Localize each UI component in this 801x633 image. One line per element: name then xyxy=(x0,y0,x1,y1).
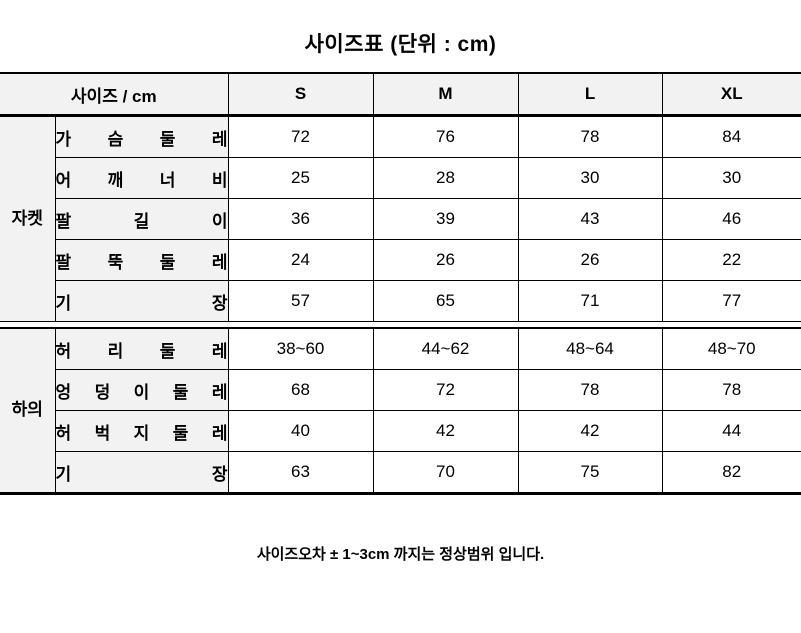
row-label-jacket-length: 기 장 xyxy=(55,280,229,322)
section-divider xyxy=(0,321,801,329)
header-size-s: S xyxy=(227,72,374,117)
cell-arm-length-s: 36 xyxy=(227,198,374,240)
table-row-shoulder: 어 깨 너 비 25 28 30 30 xyxy=(0,157,801,199)
row-label-thigh: 허 벅 지 둘 레 xyxy=(55,410,229,452)
cell-jacket-length-s: 57 xyxy=(227,280,374,322)
table-row-jacket-length: 기 장 57 65 71 77 xyxy=(0,280,801,322)
cell-shoulder-l: 30 xyxy=(517,157,663,199)
header-size-label: 사이즈 / cm xyxy=(0,72,229,117)
cell-waist-m: 44~62 xyxy=(372,327,519,370)
cell-bottoms-length-xl: 82 xyxy=(661,451,801,494)
cell-arm-length-l: 43 xyxy=(517,198,663,240)
cell-chest-xl: 84 xyxy=(661,115,801,158)
cell-arm-length-m: 39 xyxy=(372,198,519,240)
cell-waist-s: 38~60 xyxy=(227,327,374,370)
header-size-xl: XL xyxy=(661,72,801,117)
cell-shoulder-s: 25 xyxy=(227,157,374,199)
cell-thigh-s: 40 xyxy=(227,410,374,452)
size-table: 사이즈 / cm S M L XL 자켓 가 슴 둘 레 72 76 78 84… xyxy=(0,72,801,495)
cell-waist-xl: 48~70 xyxy=(661,327,801,370)
row-label-shoulder: 어 깨 너 비 xyxy=(55,157,229,199)
row-label-forearm: 팔 뚝 둘 레 xyxy=(55,239,229,281)
group-label-bottoms: 하의 xyxy=(0,327,56,494)
header-size-m: M xyxy=(372,72,519,117)
cell-thigh-xl: 44 xyxy=(661,410,801,452)
row-label-arm-length: 팔 길 이 xyxy=(55,198,229,240)
cell-bottoms-length-s: 63 xyxy=(227,451,374,494)
cell-hip-s: 68 xyxy=(227,369,374,411)
header-row: 사이즈 / cm S M L XL xyxy=(0,72,801,117)
cell-shoulder-m: 28 xyxy=(372,157,519,199)
cell-bottoms-length-m: 70 xyxy=(372,451,519,494)
cell-shoulder-xl: 30 xyxy=(661,157,801,199)
page-title: 사이즈표 (단위 : cm) xyxy=(304,33,497,56)
cell-thigh-l: 42 xyxy=(517,410,663,452)
table-row-waist: 하의 허 리 둘 레 38~60 44~62 48~64 48~70 xyxy=(0,327,801,494)
cell-arm-length-xl: 46 xyxy=(661,198,801,240)
cell-chest-s: 72 xyxy=(227,115,374,158)
table-row-thigh: 허 벅 지 둘 레 40 42 42 44 xyxy=(0,410,801,452)
table-row-hip: 엉 덩 이 둘 레 68 72 78 78 xyxy=(0,369,801,411)
cell-jacket-length-xl: 77 xyxy=(661,280,801,322)
row-label-chest: 가 슴 둘 레 xyxy=(54,115,229,158)
cell-bottoms-length-l: 75 xyxy=(517,451,663,494)
row-label-waist: 허 리 둘 레 xyxy=(54,327,229,370)
cell-jacket-length-l: 71 xyxy=(517,280,663,322)
group-label-jacket: 자켓 xyxy=(0,115,56,322)
cell-forearm-l: 26 xyxy=(517,239,663,281)
table-row-chest: 자켓 가 슴 둘 레 72 76 78 84 xyxy=(0,115,801,322)
row-label-hip: 엉 덩 이 둘 레 xyxy=(55,369,229,411)
table-row-arm-length: 팔 길 이 36 39 43 46 xyxy=(0,198,801,240)
header-size-l: L xyxy=(517,72,663,117)
cell-chest-l: 78 xyxy=(517,115,663,158)
table-row-bottoms-length: 기 장 63 70 75 82 xyxy=(0,451,801,494)
cell-jacket-length-m: 65 xyxy=(372,280,519,322)
table-row-forearm: 팔 뚝 둘 레 24 26 26 22 xyxy=(0,239,801,281)
cell-forearm-m: 26 xyxy=(372,239,519,281)
cell-chest-m: 76 xyxy=(372,115,519,158)
cell-hip-m: 72 xyxy=(372,369,519,411)
size-tolerance-note: 사이즈오차 ± 1~3cm 까지는 정상범위 입니다. xyxy=(256,546,545,563)
cell-forearm-xl: 22 xyxy=(661,239,801,281)
row-label-bottoms-length: 기 장 xyxy=(55,451,229,494)
cell-thigh-m: 42 xyxy=(372,410,519,452)
cell-forearm-s: 24 xyxy=(227,239,374,281)
cell-hip-xl: 78 xyxy=(661,369,801,411)
cell-waist-l: 48~64 xyxy=(517,327,663,370)
cell-hip-l: 78 xyxy=(517,369,663,411)
